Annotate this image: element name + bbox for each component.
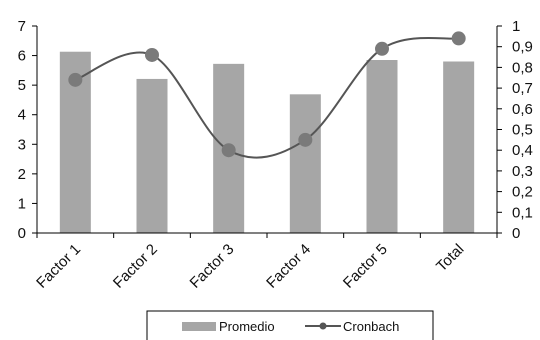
x-tick-label: Factor 2: [110, 241, 161, 292]
right-tick-label: 0,3: [512, 163, 533, 180]
right-tick-label: 0,2: [512, 184, 533, 201]
bar-promedio: [366, 60, 398, 233]
left-tick-label: 0: [18, 225, 26, 242]
right-tick-label: 0,8: [512, 59, 533, 76]
right-tick-label: 0,9: [512, 39, 533, 56]
x-tick-label: Factor 4: [263, 241, 314, 292]
left-tick-label: 3: [18, 136, 26, 153]
left-tick-label: 7: [18, 18, 26, 35]
line-series: [68, 31, 466, 159]
point-cronbach: [298, 132, 313, 147]
bar-promedio: [443, 61, 475, 233]
left-axis: 0 1 2 3 4 5 6 7: [18, 18, 38, 242]
right-tick-label: 0,6: [512, 101, 533, 118]
point-cronbach: [68, 72, 83, 87]
right-tick-label: 0,1: [512, 204, 533, 221]
point-cronbach: [221, 143, 236, 158]
x-tick-label: Factor 1: [33, 241, 84, 292]
point-cronbach: [375, 41, 389, 56]
right-tick-label: 0,4: [512, 142, 533, 159]
bars: [59, 51, 475, 234]
x-tick-label: Factor 3: [187, 241, 238, 292]
right-tick-label: 0,5: [512, 122, 533, 139]
line-cronbach: [74, 36, 459, 159]
x-tick-label: Total: [433, 241, 467, 275]
left-tick-label: 2: [18, 166, 26, 183]
left-tick-label: 4: [18, 107, 26, 124]
right-axis: 0 0,1 0,2 0,3 0,4 0,5 0,6 0,7 0,8 0,9 1: [496, 18, 533, 242]
bar-promedio: [136, 78, 168, 233]
right-tick-label: 1: [512, 18, 520, 35]
left-tick-label: 6: [18, 48, 26, 65]
bar-promedio: [289, 94, 321, 233]
legend-swatch-promedio: [182, 322, 216, 331]
legend: Promedio Cronbach: [146, 310, 434, 340]
legend-label-cronbach: Cronbach: [343, 319, 399, 334]
left-tick-label: 1: [18, 195, 26, 212]
right-tick-label: 0: [512, 225, 520, 242]
legend-marker-cronbach: [319, 322, 327, 330]
x-axis: Factor 1 Factor 2 Factor 3 Factor 4 Factor 5…: [33, 232, 498, 292]
legend-label-promedio: Promedio: [219, 319, 275, 334]
x-tick-label: Factor 5: [340, 241, 391, 292]
point-cronbach: [145, 47, 159, 62]
left-tick-label: 5: [18, 77, 26, 94]
point-cronbach: [451, 31, 466, 46]
right-tick-label: 0,7: [512, 80, 533, 97]
